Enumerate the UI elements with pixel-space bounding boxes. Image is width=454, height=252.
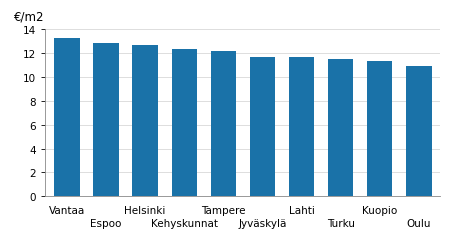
Text: Kehyskunnat: Kehyskunnat [151,218,218,228]
Text: Tampere: Tampere [201,205,246,215]
Text: Helsinki: Helsinki [124,205,166,215]
Bar [94,44,119,197]
Text: Vantaa: Vantaa [49,205,85,215]
Text: Oulu: Oulu [407,218,431,228]
Text: Kuopio: Kuopio [362,205,397,215]
Text: Turku: Turku [327,218,355,228]
Bar [211,52,236,197]
Text: Jyväskylä: Jyväskylä [238,218,286,228]
Bar [172,50,197,197]
Bar [406,67,432,197]
Text: Espoo: Espoo [90,218,122,228]
Text: Lahti: Lahti [289,205,315,215]
Bar [250,58,275,197]
Text: €/m2: €/m2 [14,11,44,24]
Bar [133,46,158,197]
Bar [289,58,314,197]
Bar [54,39,79,197]
Bar [328,60,353,197]
Bar [367,62,392,197]
